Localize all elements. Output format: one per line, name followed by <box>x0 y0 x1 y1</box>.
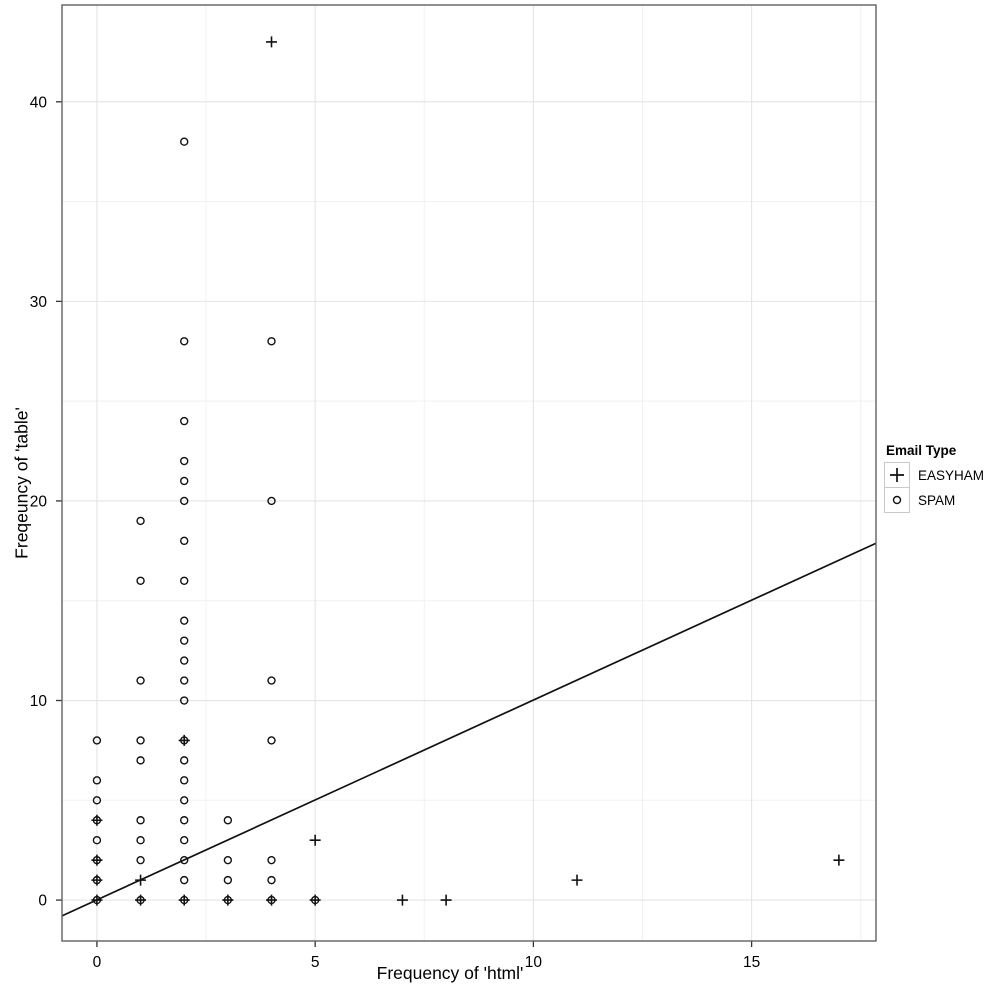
spam-point <box>223 875 233 885</box>
spam-point <box>136 816 145 825</box>
easyham-point <box>135 874 147 886</box>
spam-point <box>136 855 145 865</box>
spam-point <box>180 836 189 845</box>
spam-point <box>136 516 145 526</box>
spam-point <box>92 776 102 785</box>
legend-title: Email Type <box>886 443 957 458</box>
spam-point <box>180 456 189 466</box>
spam-point <box>136 576 145 585</box>
spam-point <box>92 816 102 825</box>
spam-point <box>310 895 320 905</box>
spam-point <box>92 836 102 845</box>
spam-point <box>267 676 276 685</box>
spam-key-box <box>884 487 910 513</box>
easyham-point <box>266 36 278 48</box>
spam-point <box>267 855 276 865</box>
spam-point <box>180 536 189 546</box>
legend: Email Type EASYHAM SPAM <box>884 443 984 513</box>
spam-point <box>223 816 233 825</box>
legend-entry-spam: SPAM <box>884 487 984 513</box>
panel-border <box>61 4 877 942</box>
spam-point <box>136 836 145 845</box>
spam-point <box>92 875 102 885</box>
x-tick-label: 5 <box>311 954 320 971</box>
spam-point <box>180 895 189 905</box>
easyham-point <box>309 834 321 846</box>
easyham-point <box>571 874 583 886</box>
legend-entry-easyham: EASYHAM <box>884 462 984 488</box>
x-axis-title: Frequency of 'html' <box>376 963 524 983</box>
spam-point <box>180 616 189 625</box>
y-axis-title: Freqeuncy of 'table' <box>11 407 32 559</box>
spam-point <box>136 756 145 765</box>
fit-line <box>61 542 877 917</box>
y-tick-label: 0 <box>38 893 47 910</box>
spam-point <box>180 696 189 705</box>
x-tick-label: 10 <box>525 954 543 971</box>
spam-point <box>267 875 276 885</box>
spam-point <box>92 796 102 805</box>
spam-point <box>92 895 102 905</box>
spam-point <box>180 676 189 685</box>
legend-label-easyham: EASYHAM <box>918 467 985 483</box>
y-tick-label: 30 <box>30 294 48 311</box>
spam-point <box>267 895 276 905</box>
spam-point <box>180 875 189 885</box>
spam-point <box>180 756 189 765</box>
y-tick-label: 20 <box>30 493 48 510</box>
spam-point <box>180 776 189 785</box>
spam-point <box>223 895 233 905</box>
spam-point <box>180 476 189 486</box>
spam-point <box>267 736 276 745</box>
spam-point <box>136 895 145 905</box>
spam-point <box>92 736 102 745</box>
spam-point <box>180 337 189 346</box>
y-tick-label: 40 <box>30 94 48 111</box>
spam-point <box>180 496 189 506</box>
spam-point <box>180 636 189 645</box>
spam-point <box>180 796 189 805</box>
spam-point <box>180 416 189 426</box>
spam-point <box>267 496 276 506</box>
spam-point <box>180 816 189 825</box>
x-tick-label: 15 <box>743 954 760 971</box>
easyham-point <box>396 894 408 906</box>
easyham-key-box <box>884 462 910 488</box>
x-tick-label: 0 <box>93 954 102 971</box>
spam-point <box>223 855 233 865</box>
spam-point <box>180 736 189 745</box>
plus-marker-icon <box>890 468 904 482</box>
y-tick-label: 10 <box>30 693 48 710</box>
legend-label-spam: SPAM <box>918 492 956 508</box>
spam-point <box>267 337 276 346</box>
spam-point <box>136 676 145 685</box>
spam-point <box>180 137 189 146</box>
spam-point <box>92 855 102 865</box>
easyham-point <box>833 854 845 866</box>
easyham-point <box>440 894 452 906</box>
spam-point <box>180 576 189 585</box>
spam-point <box>136 736 145 745</box>
spam-point <box>180 855 189 865</box>
spam-point <box>180 656 189 665</box>
circle-marker-icon <box>892 495 902 505</box>
